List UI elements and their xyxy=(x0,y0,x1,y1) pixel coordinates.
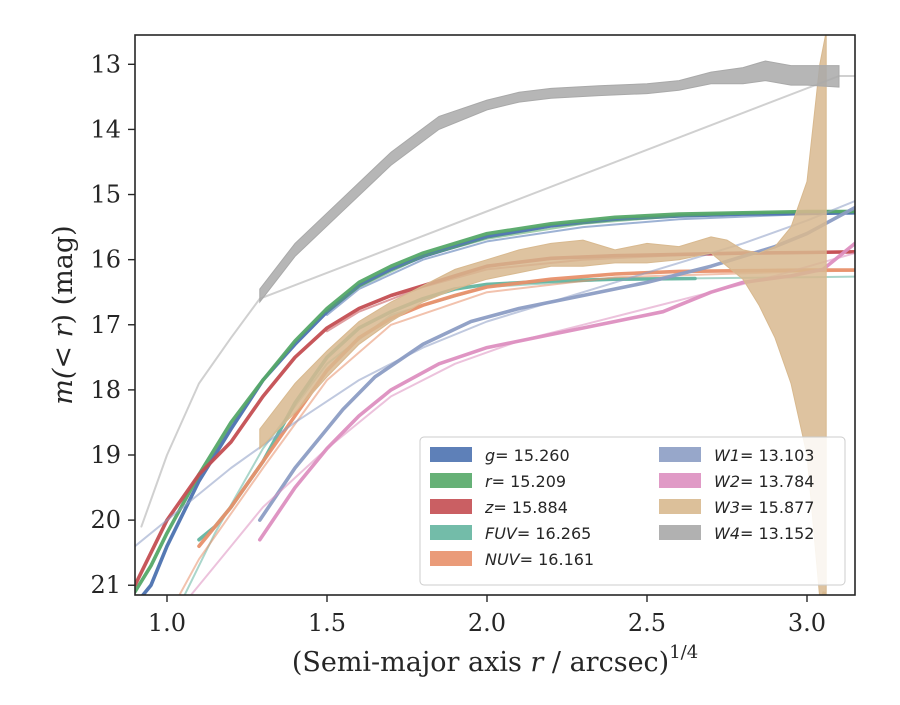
x-tick-label: 3.0 xyxy=(788,609,826,637)
y-axis-title: m(< r) (mag) xyxy=(48,225,79,404)
legend-swatch-w4 xyxy=(659,525,701,540)
y-tick-label: 14 xyxy=(90,115,121,143)
legend-swatch-g xyxy=(430,447,472,462)
legend-label-nuv: NUV= 16.161 xyxy=(485,550,594,569)
legend-swatch-r xyxy=(430,473,472,488)
y-axis: 13 14 15 16 17 18 19 20 21 xyxy=(90,50,135,599)
series-w3 xyxy=(259,35,827,595)
legend-swatch-nuv xyxy=(430,551,472,566)
data-layer xyxy=(135,35,855,595)
x-axis: 1.0 1.5 2.0 2.5 3.0 xyxy=(148,595,826,637)
y-tick-label: 13 xyxy=(90,50,121,78)
x-tick-label: 2.5 xyxy=(628,609,666,637)
x-tick-label: 2.0 xyxy=(468,609,506,637)
legend-label-fuv: FUV= 16.265 xyxy=(485,524,591,543)
y-tick-label: 18 xyxy=(90,376,121,404)
plot-frame xyxy=(134,34,856,596)
legend-swatch-w1 xyxy=(659,447,701,462)
legend-label-g: g= 15.260 xyxy=(485,446,570,465)
x-axis-title: (Semi-major axis r / arcsec)1/4 xyxy=(292,642,698,678)
legend-label-w2: W2= 13.784 xyxy=(714,472,814,491)
series-w1-model-line xyxy=(135,200,855,548)
x-tick-label: 1.0 xyxy=(148,609,186,637)
legend-swatch-z xyxy=(430,499,472,514)
legend-label-w4: W4= 13.152 xyxy=(714,524,814,543)
series-w3-band xyxy=(259,35,827,595)
legend-label-z: z= 15.884 xyxy=(484,498,568,517)
series-nuv-line xyxy=(197,268,855,548)
y-tick-label: 20 xyxy=(90,506,121,534)
y-tick-label: 16 xyxy=(90,246,121,274)
legend: g= 15.260 r= 15.209 z= 15.884 FUV= 16.265 NU… xyxy=(419,436,846,586)
legend-frame xyxy=(419,436,846,586)
legend-swatch-fuv xyxy=(430,525,472,540)
series-w4 xyxy=(140,60,855,528)
legend-swatch-w2 xyxy=(659,473,701,488)
legend-swatch-w3 xyxy=(659,499,701,514)
x-tick-label: 1.5 xyxy=(308,609,346,637)
legend-label-r: r= 15.209 xyxy=(485,472,566,491)
series-w4-band xyxy=(259,60,840,304)
legend-label-w3: W3= 15.877 xyxy=(714,498,814,517)
y-tick-label: 17 xyxy=(90,311,121,339)
y-tick-label: 21 xyxy=(90,571,121,599)
legend-label-w1: W1= 13.103 xyxy=(714,446,814,465)
series-w3-tail xyxy=(821,591,827,595)
y-tick-label: 19 xyxy=(90,441,121,469)
y-tick-label: 15 xyxy=(90,181,121,209)
